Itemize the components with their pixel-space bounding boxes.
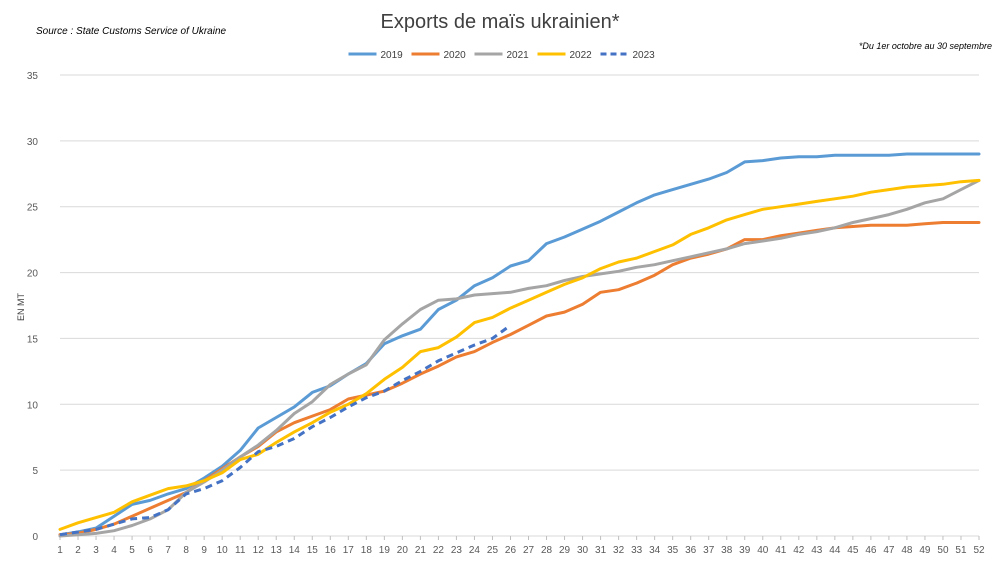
x-tick-label: 34 (649, 545, 661, 556)
y-tick-label: 0 (32, 532, 38, 543)
x-tick-label: 24 (469, 545, 481, 556)
series-line-2023 (59, 324, 512, 537)
x-tick-label: 38 (721, 545, 733, 556)
y-tick-label: 20 (27, 269, 39, 280)
series-lines (58, 152, 981, 538)
x-tick-label: 6 (147, 545, 153, 556)
x-tick-label: 9 (201, 545, 207, 556)
x-tick-label: 35 (667, 545, 679, 556)
x-tick-label: 48 (901, 545, 913, 556)
x-tick-label: 36 (685, 545, 697, 556)
x-tick-label: 45 (847, 545, 859, 556)
legend-label-2023: 2023 (633, 50, 656, 61)
x-tick-label: 11 (235, 545, 246, 556)
x-tick-label: 17 (343, 545, 355, 556)
x-tick-label: 14 (289, 545, 301, 556)
y-tick-label: 5 (32, 466, 38, 477)
x-tick-label: 13 (271, 545, 283, 556)
y-tick-label: 30 (27, 137, 39, 148)
x-tick-label: 18 (361, 545, 373, 556)
chart-title: Exports de maïs ukrainien* (380, 11, 619, 33)
x-tick-label: 15 (307, 545, 319, 556)
y-tick-label: 10 (27, 400, 39, 411)
source-note: Source : State Customs Service of Ukrain… (36, 26, 227, 37)
legend: 2019 2020 2021 2022 2023 (348, 50, 656, 61)
x-tick-label: 39 (739, 545, 751, 556)
x-tick-label: 30 (577, 545, 589, 556)
x-tick-label: 23 (451, 545, 463, 556)
x-tick-label: 22 (433, 545, 445, 556)
x-tick-label: 16 (325, 545, 337, 556)
x-tick-label: 50 (937, 545, 949, 556)
x-tick-label: 3 (93, 545, 99, 556)
x-tick-label: 41 (775, 545, 787, 556)
period-note: *Du 1er octobre au 30 septembre (859, 41, 992, 51)
x-tick-label: 49 (919, 545, 931, 556)
legend-label-2020: 2020 (444, 50, 467, 61)
gridlines (60, 74, 979, 537)
x-tick-label: 51 (955, 545, 967, 556)
x-tick-label: 4 (111, 545, 117, 556)
y-tick-label: 15 (27, 334, 39, 345)
x-tick-label: 42 (793, 545, 805, 556)
x-tick-label: 5 (129, 545, 135, 556)
x-tick-label: 26 (505, 545, 517, 556)
x-tick-label: 10 (217, 545, 229, 556)
x-tick-label: 33 (631, 545, 643, 556)
x-tick-label: 40 (757, 545, 769, 556)
x-tick-label: 31 (595, 545, 607, 556)
x-tick-label: 27 (523, 545, 535, 556)
x-tick-label: 28 (541, 545, 553, 556)
x-tick-label: 46 (865, 545, 877, 556)
x-tick-label: 12 (253, 545, 265, 556)
x-tick-label: 21 (415, 545, 427, 556)
x-tick-label: 7 (165, 545, 171, 556)
x-tick-label: 1 (57, 545, 63, 556)
x-tick-label: 44 (829, 545, 841, 556)
y-axis-ticks: 0 5 10 15 20 25 30 35 (27, 71, 39, 543)
x-tick-label: 47 (883, 545, 895, 556)
x-tick-label: 19 (379, 545, 391, 556)
x-axis-ticks: 1 2 3 4 5 6 7 8 9 10 11 12 13 14 15 16 17 18 19 20 21 22 23 24 2… (57, 536, 985, 556)
legend-label-2022: 2022 (570, 50, 593, 61)
x-tick-label: 2 (75, 545, 81, 556)
series-line-2022 (58, 178, 981, 531)
x-tick-label: 29 (559, 545, 571, 556)
x-tick-label: 43 (811, 545, 823, 556)
x-tick-label: 20 (397, 545, 409, 556)
y-axis-label: EN MT (16, 293, 26, 322)
legend-label-2019: 2019 (381, 50, 404, 61)
series-line-2019 (58, 152, 981, 537)
x-tick-label: 52 (973, 545, 985, 556)
series-line-2020 (58, 221, 981, 537)
x-tick-label: 32 (613, 545, 625, 556)
legend-label-2021: 2021 (507, 50, 530, 61)
x-tick-label: 8 (183, 545, 189, 556)
x-tick-label: 25 (487, 545, 499, 556)
x-tick-label: 37 (703, 545, 715, 556)
y-tick-label: 35 (27, 71, 39, 82)
y-tick-label: 25 (27, 203, 39, 214)
